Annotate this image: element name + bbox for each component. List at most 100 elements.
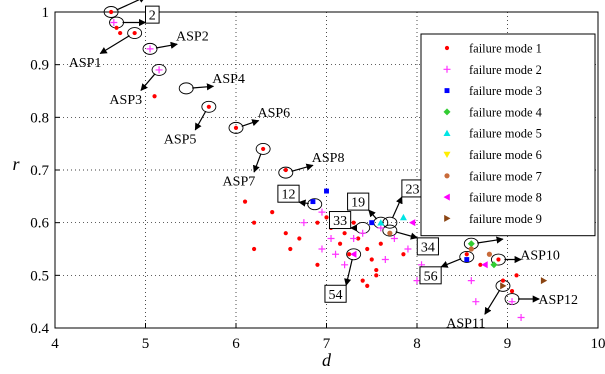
annotation-arrow [140, 73, 156, 91]
legend-label: failure mode 3 [469, 84, 542, 98]
data-point [486, 251, 492, 257]
annotation-arrow [192, 83, 215, 91]
annotation-label: ASP3 [109, 93, 142, 108]
annotation-label: ASP5 [164, 132, 197, 147]
highlight-ellipse [346, 248, 362, 261]
annotation-arrow [391, 196, 403, 219]
data-point [327, 234, 335, 242]
annotation-box [416, 237, 439, 256]
annotation-box [419, 266, 442, 285]
data-point [300, 219, 308, 227]
y-axis-label: r [12, 154, 20, 174]
data-point [360, 278, 365, 283]
annotation-box [328, 211, 352, 230]
data-point [315, 262, 320, 267]
data-point [387, 230, 393, 236]
highlight-ellipse [459, 250, 475, 263]
legend-label: failure mode 8 [469, 191, 542, 205]
data-point [374, 273, 379, 278]
y-tick-label: 0.4 [30, 321, 49, 337]
legend-marker [443, 108, 451, 116]
legend-label: failure mode 4 [469, 105, 543, 119]
legend-marker [444, 88, 450, 94]
data-point [242, 199, 248, 204]
data-point [496, 257, 501, 262]
legend-label: failure mode 6 [469, 148, 542, 162]
highlight-ellipse [255, 142, 271, 155]
highlight-ellipse [382, 224, 398, 237]
data-point [315, 220, 320, 225]
legend-marker [443, 193, 450, 201]
data-point [110, 19, 118, 27]
annotation-box [347, 192, 370, 211]
data-point [356, 236, 361, 241]
x-tick-label: 6 [232, 336, 240, 352]
data-point [377, 224, 385, 232]
highlight-ellipse [151, 63, 167, 76]
data-point [500, 278, 506, 283]
data-point [369, 220, 375, 226]
legend-label: failure mode 5 [469, 127, 542, 141]
data-point [155, 66, 163, 74]
data-point [514, 273, 519, 278]
highlight-ellipse [142, 42, 158, 55]
x-axis-label: d [322, 350, 332, 370]
annotation-label: ASP7 [223, 175, 256, 190]
data-point [351, 220, 356, 225]
annotation-label: ASP10 [520, 248, 560, 263]
data-point [467, 277, 475, 285]
highlight-ellipses [103, 6, 520, 305]
data-point [132, 30, 137, 36]
annotation-label: 12 [281, 188, 295, 203]
legend-label: failure mode 7 [469, 169, 542, 183]
legend-marker [443, 151, 451, 158]
annotation-label: 54 [329, 288, 343, 303]
legend-marker [443, 129, 451, 136]
annotation-arrow [241, 119, 260, 127]
annotation-label: 23 [405, 182, 419, 197]
legend-label: failure mode 2 [469, 63, 542, 77]
annotation-arrow [344, 258, 353, 286]
data-point [341, 261, 349, 269]
x-tick-label: 9 [504, 336, 512, 352]
x-tick-label: 10 [591, 336, 605, 352]
data-point [332, 250, 340, 258]
annotation-label: ASP12 [538, 293, 578, 308]
data-point [350, 250, 357, 258]
data-point [365, 283, 370, 288]
legend-marker [444, 173, 450, 179]
data-point [490, 261, 498, 269]
highlight-ellipse [307, 198, 323, 211]
legend: failure mode 1 failure mode 2 failure mode… [420, 33, 596, 237]
data-point [399, 213, 407, 221]
annotation-arrow [155, 41, 178, 49]
legend-label: failure mode 1 [469, 42, 542, 56]
annotation-arrow [116, 0, 147, 11]
data-points [109, 9, 548, 321]
data-point [206, 104, 211, 109]
x-tick-label: 5 [142, 336, 150, 352]
data-point [517, 313, 525, 321]
data-point [118, 30, 123, 36]
highlight-ellipse [228, 121, 244, 134]
annotation-arrow [252, 153, 262, 173]
data-point [350, 234, 358, 242]
data-point [324, 188, 329, 194]
data-point [146, 45, 154, 53]
data-point [464, 257, 470, 262]
annotation-arrow [298, 199, 309, 207]
x-tick-label: 7 [323, 336, 331, 352]
data-point [347, 252, 352, 257]
data-point [377, 219, 385, 226]
data-point [359, 229, 367, 237]
data-point [310, 199, 316, 205]
data-point [114, 25, 119, 30]
legend-marker [443, 65, 451, 73]
data-point [500, 282, 507, 290]
y-tick-label: 0.9 [30, 58, 49, 74]
legend-marker [444, 214, 451, 222]
data-point [404, 245, 412, 253]
annotation-label: 33 [333, 214, 347, 229]
y-tick-label: 0.6 [30, 216, 49, 232]
